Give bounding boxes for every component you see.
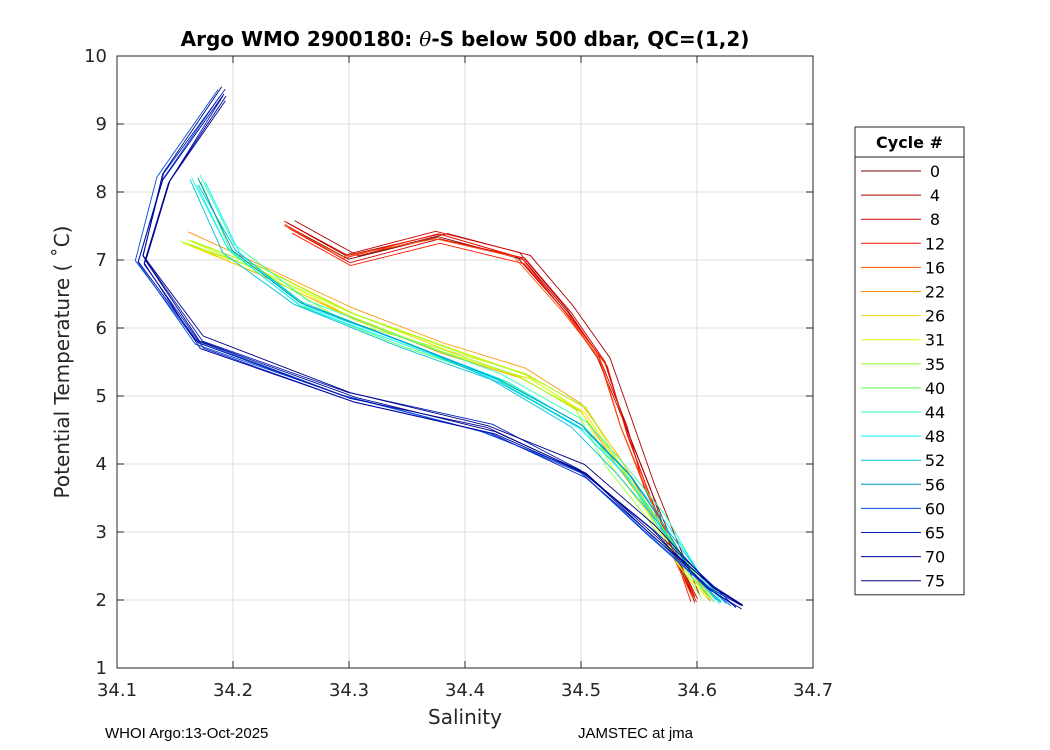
legend-title: Cycle # [876, 133, 943, 152]
x-axis-label: Salinity [428, 705, 502, 729]
series-line [283, 225, 693, 598]
footer-left-text: WHOI Argo:13-Oct-2025 [105, 725, 269, 742]
series-line [142, 86, 743, 607]
series-line [288, 227, 699, 600]
y-axis-label: Potential Temperature ( ˚C) [50, 226, 74, 499]
legend-label: 22 [925, 283, 945, 302]
series-line [191, 246, 715, 599]
y-tick-label: 2 [96, 590, 107, 611]
x-tick-label: 34.3 [329, 680, 369, 701]
series-line [286, 222, 694, 598]
chart-title: Argo WMO 2900180: θ-S below 500 dbar, QC… [181, 27, 750, 51]
legend-label: 65 [925, 524, 945, 543]
legend-label: 70 [925, 548, 945, 567]
y-tick-label: 1 [96, 658, 107, 679]
x-tick-label: 34.7 [793, 680, 833, 701]
x-tick-label: 34.1 [97, 680, 137, 701]
x-tick-label: 34.6 [677, 680, 717, 701]
series-3 [134, 86, 744, 610]
x-tick-label: 34.2 [213, 680, 253, 701]
y-tick-label: 4 [96, 454, 107, 475]
series-line [187, 239, 709, 598]
legend-label: 56 [925, 475, 945, 494]
y-tick-label: 9 [96, 114, 107, 135]
series-2 [189, 174, 727, 605]
x-tick-label: 34.5 [561, 680, 601, 701]
series-0 [283, 220, 701, 603]
legend-label: 60 [925, 499, 945, 518]
series-line [182, 242, 709, 600]
series-1 [180, 231, 715, 603]
series-line [284, 220, 696, 598]
legend-label: 12 [925, 234, 945, 253]
legend-label: 44 [925, 403, 945, 422]
series-line [198, 185, 727, 605]
series-line [204, 181, 722, 602]
legend-label: 35 [925, 355, 945, 374]
series-line [134, 89, 731, 607]
series-line [197, 177, 722, 603]
legend-label: 0 [930, 162, 940, 181]
series-line [199, 174, 724, 599]
legend-label: 26 [925, 307, 945, 326]
legend-label: 8 [930, 210, 940, 229]
series-line [189, 179, 717, 601]
legend-label: 4 [930, 186, 940, 205]
footer-right-text: JAMSTEC at jma [578, 725, 694, 742]
legend-label: 48 [925, 427, 945, 446]
legend-label: 52 [925, 451, 945, 470]
axes: 34.1 34.2 34.3 34.4 34.5 34.6 34.7 1 2 3 4 5 6 7 8 9 10 [84, 46, 833, 701]
series-line [145, 95, 742, 605]
series-line [291, 232, 697, 603]
legend-label: 31 [925, 331, 945, 350]
series-layer [134, 86, 744, 610]
legend-box [854, 126, 965, 596]
y-tick-label: 8 [96, 182, 107, 203]
y-tick-label: 3 [96, 522, 107, 543]
legend-label: 40 [925, 379, 945, 398]
grid [116, 55, 814, 669]
x-tick-label: 34.4 [445, 680, 485, 701]
y-tick-label: 5 [96, 386, 107, 407]
y-tick-label: 10 [84, 46, 107, 67]
series-line [294, 220, 701, 597]
y-tick-label: 6 [96, 318, 107, 339]
series-line [143, 100, 744, 606]
series-line [190, 177, 715, 602]
y-tick-label: 7 [96, 250, 107, 271]
legend-label: 75 [925, 572, 945, 591]
legend-label: 16 [925, 258, 945, 277]
